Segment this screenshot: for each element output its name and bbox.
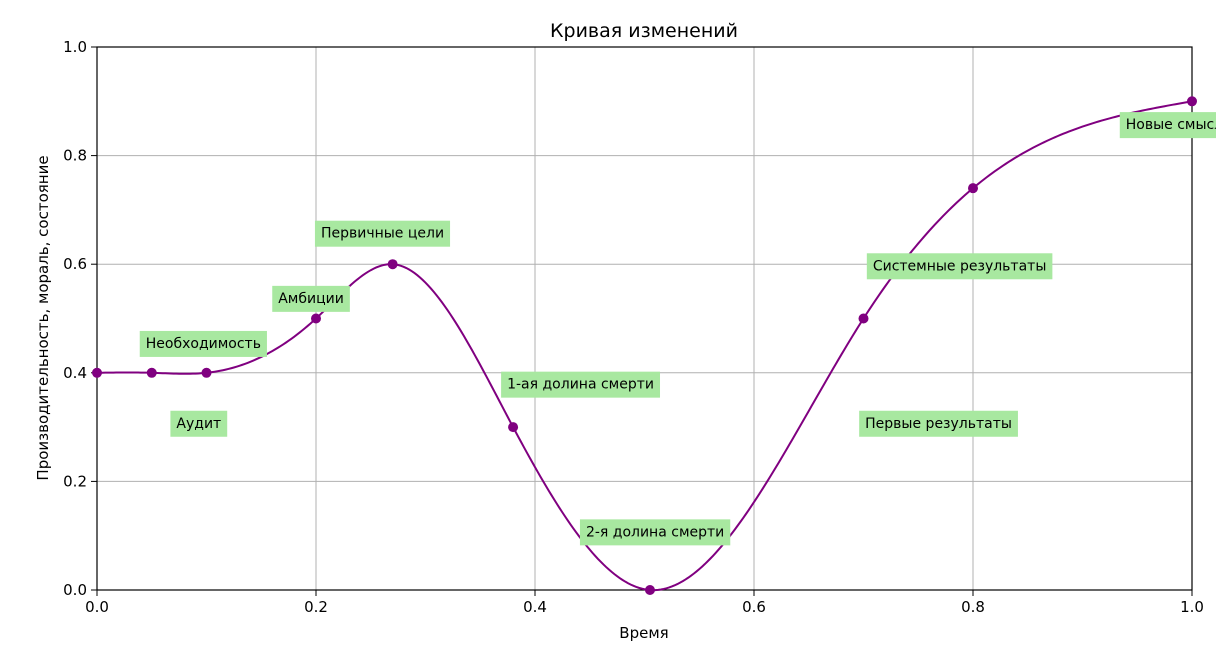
y-tick-label: 0.4 <box>63 364 87 382</box>
plot-frame <box>96 46 1193 591</box>
data-point <box>644 585 655 595</box>
annotation-label: Новые смыслы <box>1126 117 1216 133</box>
axes <box>96 46 1193 591</box>
data-point <box>387 259 398 270</box>
data-point <box>311 313 321 324</box>
annotation-label: Необходимость <box>146 336 261 352</box>
x-tick-label: 0.2 <box>304 598 328 616</box>
annotation-box <box>866 253 1053 280</box>
annotation-box <box>859 410 1018 437</box>
annotation-label: Первичные цели <box>321 226 444 242</box>
annotation-label: 1-ая долина смерти <box>507 377 654 393</box>
annotation: Системные результаты <box>866 253 1053 280</box>
data-point <box>508 422 519 433</box>
data-point <box>1187 96 1197 107</box>
annotation: Аудит <box>170 410 228 437</box>
annotation: Необходимость <box>139 330 267 357</box>
y-tick-label: 1.0 <box>63 38 87 56</box>
annotation-box <box>501 371 661 398</box>
data-point <box>201 367 212 378</box>
annotation-label: Системные результаты <box>873 258 1047 274</box>
x-tick-label: 0.0 <box>85 598 109 616</box>
annotation-label: 2-я долина смерти <box>586 524 724 540</box>
annotation: Первые результаты <box>859 410 1018 437</box>
grid <box>96 46 1193 591</box>
y-tick-label: 0.6 <box>63 255 87 273</box>
annotation: 1-ая долина смерти <box>501 371 661 398</box>
series <box>92 96 1197 595</box>
x-axis-label: Время <box>619 624 668 642</box>
data-point <box>92 367 102 378</box>
annotation: Амбиции <box>272 285 350 312</box>
series-line <box>96 100 1193 592</box>
x-tick-label: 0.4 <box>523 598 547 616</box>
ticks: 0.0 0.2 0.4 0.6 0.8 1.0 0.0 0.2 0.4 0.6 0.8 1.0 <box>63 38 1204 616</box>
annotation: Первичные цели <box>314 220 451 247</box>
annotation-box <box>314 220 451 247</box>
data-point <box>858 313 869 324</box>
annotation-box <box>1119 112 1216 139</box>
data-point <box>968 183 978 194</box>
y-tick-label: 0.2 <box>63 472 87 490</box>
annotation-box <box>579 519 731 546</box>
annotation: 2-я долина смерти <box>579 519 731 546</box>
x-tick-label: 0.6 <box>742 598 766 616</box>
annotation-box <box>272 285 350 312</box>
annotation: Новые смыслы <box>1119 112 1216 139</box>
annotation-label: Первые результаты <box>865 416 1012 432</box>
annotation-label: Амбиции <box>278 291 344 307</box>
x-tick-label: 1.0 <box>1180 598 1204 616</box>
x-tick-label: 0.8 <box>961 598 985 616</box>
y-tick-label: 0.0 <box>63 581 87 599</box>
y-tick-label: 0.8 <box>63 147 87 165</box>
annotation-label: Аудит <box>176 416 221 432</box>
annotations: Необходимость Аудит Амбиции Первичные цели 1… <box>139 112 1216 546</box>
annotation-box <box>170 410 228 437</box>
data-point <box>146 367 157 378</box>
y-axis-label: Производительность, мораль, состояние <box>34 155 52 480</box>
annotation-box <box>139 330 267 357</box>
chart-title: Кривая изменений <box>550 20 738 42</box>
